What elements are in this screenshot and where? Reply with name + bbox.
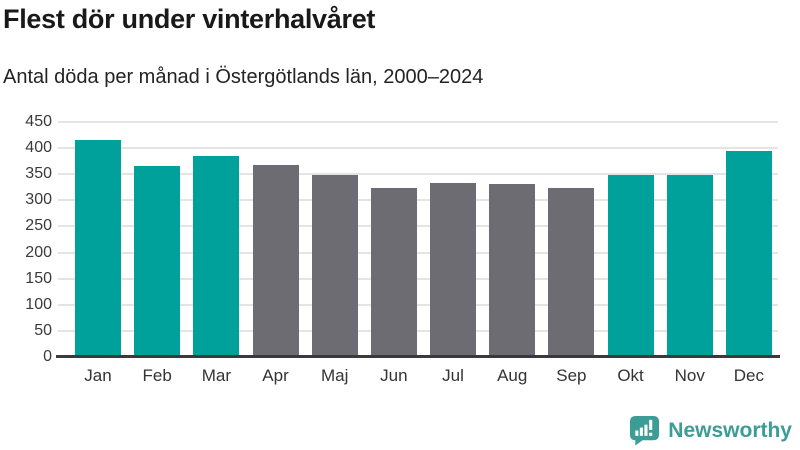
y-tick-label-350: 350 [25, 165, 52, 183]
x-axis: Jan Feb Mar Apr Maj Jun Jul Aug Sep Okt Nov Dec [58, 366, 778, 386]
bar-okt [607, 175, 654, 357]
y-tick-label-250: 250 [25, 217, 52, 235]
x-tick-label-okt: Okt [617, 366, 644, 385]
bar-apr [252, 164, 299, 357]
bar-jul [430, 182, 477, 357]
bar-chart-plot-area [58, 121, 778, 357]
bar-jan [75, 140, 121, 357]
gridline-150 [58, 277, 778, 280]
gridline-300 [58, 199, 778, 202]
bar-series [58, 122, 778, 357]
bar-dec [725, 151, 772, 357]
x-axis-line [56, 355, 780, 358]
y-tick-label-450: 450 [25, 113, 52, 130]
x-tick-label-aug: Aug [497, 366, 528, 385]
gridline-50 [58, 329, 778, 332]
gridline-400 [58, 147, 778, 150]
bar-aug [489, 183, 536, 357]
newsworthy-wordmark: Newsworthy [668, 418, 792, 442]
gridline-450 [58, 121, 778, 123]
bar-sep [548, 187, 595, 357]
x-tick-label-maj: Maj [320, 366, 349, 385]
bar-jun [370, 188, 417, 357]
x-tick-label-dec: Dec [733, 366, 764, 385]
chart-subtitle: Antal döda per månad i Östergötlands län… [3, 66, 484, 88]
x-tick-label-jul: Jul [442, 366, 464, 385]
y-tick-label-0: 0 [43, 348, 52, 365]
y-tick-label-150: 150 [25, 269, 52, 287]
gridline-350 [58, 173, 778, 176]
gridline-250 [58, 225, 778, 228]
bar-maj [311, 174, 358, 357]
x-tick-label-nov: Nov [674, 366, 705, 385]
y-tick-label-100: 100 [25, 295, 52, 313]
bar-mar [193, 155, 240, 357]
gridline-200 [58, 251, 778, 254]
x-tick-label-sep: Sep [556, 366, 587, 385]
newsworthy-logo: Newsworthy [629, 415, 792, 446]
y-tick-label-300: 300 [25, 191, 52, 209]
y-tick-label-400: 400 [25, 139, 52, 157]
newsworthy-bar-chart-speech-bubble-icon [630, 415, 660, 446]
x-tick-label-jan: Jan [84, 366, 112, 385]
bar-feb [134, 165, 181, 357]
x-tick-label-feb: Feb [142, 366, 172, 385]
bar-nov [666, 175, 713, 357]
gridline-100 [58, 303, 778, 306]
x-tick-label-apr: Apr [262, 366, 289, 385]
y-tick-label-50: 50 [34, 321, 52, 339]
y-tick-label-200: 200 [25, 243, 52, 261]
x-tick-label-jun: Jun [380, 366, 408, 385]
x-tick-label-mar: Mar [201, 366, 231, 385]
chart-title: Flest dör under vinterhalvåret [3, 4, 376, 34]
